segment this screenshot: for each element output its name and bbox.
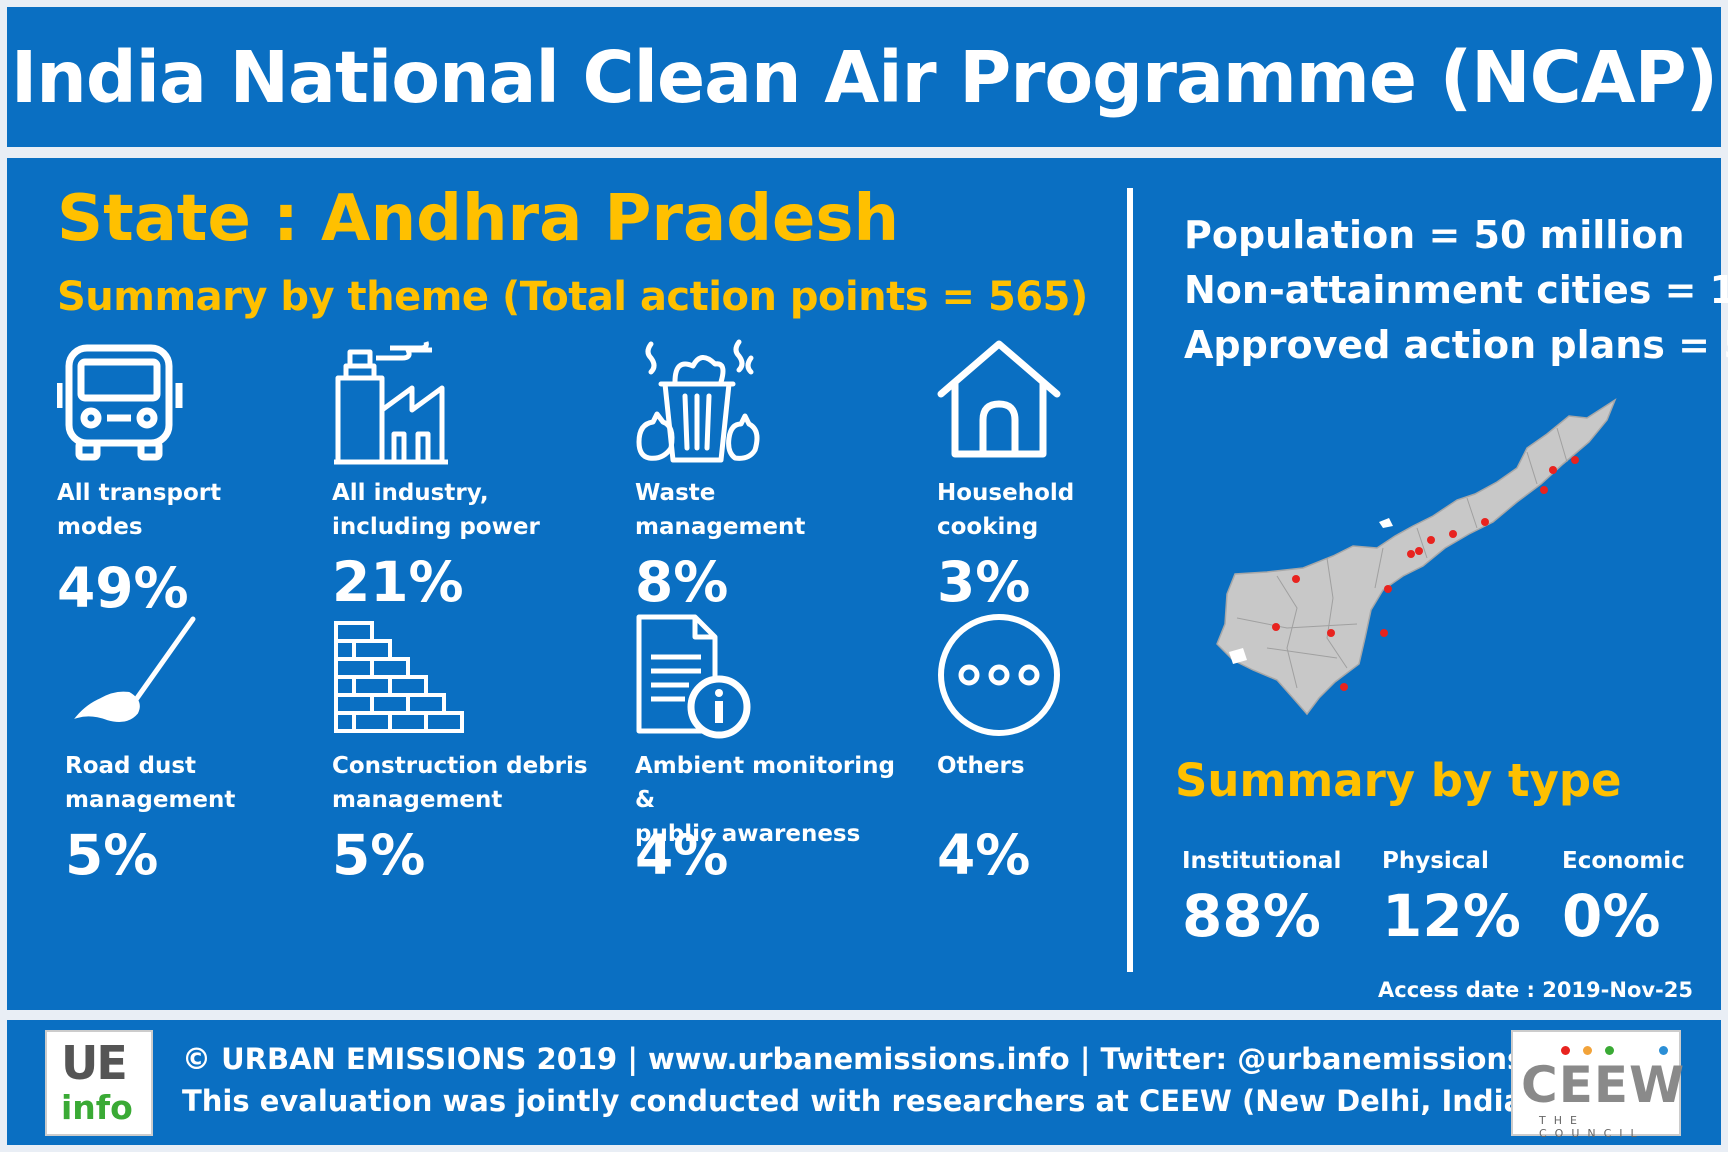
ceew-subtitle: THE COUNCIL <box>1539 1114 1645 1140</box>
theme-value: 4% <box>937 823 1031 887</box>
theme-summary-title: Summary by theme (Total action points = … <box>57 274 1088 320</box>
footer-bar: UE info © URBAN EMISSIONS 2019 | www.urb… <box>7 1020 1721 1145</box>
document-info-icon <box>636 614 751 739</box>
region-patch <box>1379 518 1393 528</box>
type-label: Physical <box>1382 848 1489 874</box>
factory-icon <box>334 341 448 465</box>
bus-icon <box>57 344 183 461</box>
region-patch <box>1229 648 1247 664</box>
type-summary-title: Summary by type <box>1175 754 1622 807</box>
theme-label: All industry, including power <box>332 480 540 540</box>
theme-label: Household cooking <box>937 480 1075 540</box>
theme-label: Waste management <box>635 480 806 540</box>
theme-value: 5% <box>65 823 159 887</box>
broom-icon <box>74 616 196 722</box>
logo-dot <box>1659 1046 1668 1055</box>
access-date: Access date : 2019-Nov-25 <box>1378 978 1693 1002</box>
brick-wall-icon <box>334 621 464 733</box>
city-marker <box>1292 575 1300 583</box>
logo-dot <box>1561 1046 1570 1055</box>
non-attainment-stat: Non-attainment cities = 13 <box>1184 268 1728 312</box>
theme-value: 5% <box>332 823 426 887</box>
main-panel: State : Andhra Pradesh Summary by theme … <box>7 158 1728 1010</box>
city-marker <box>1384 585 1392 593</box>
type-label: Economic <box>1562 848 1685 874</box>
city-marker <box>1549 466 1557 474</box>
more-dots-icon <box>938 614 1060 736</box>
city-marker <box>1481 518 1489 526</box>
logo-info-text: info <box>61 1088 133 1127</box>
vertical-divider <box>1127 188 1133 972</box>
city-marker <box>1272 623 1280 631</box>
approved-plans-stat: Approved action plans = 5 <box>1184 323 1728 367</box>
ceew-wordmark: CEEW <box>1521 1056 1686 1114</box>
city-marker <box>1415 547 1423 555</box>
andhra-pradesh-map <box>1216 398 1617 716</box>
theme-value: 8% <box>635 550 729 614</box>
type-value: 88% <box>1182 882 1321 950</box>
state-stats: Population = 50 million Non-attainment c… <box>1184 208 1728 373</box>
state-title: State : Andhra Pradesh <box>57 182 900 256</box>
city-marker <box>1571 456 1579 464</box>
theme-value: 4% <box>635 823 729 887</box>
house-icon <box>937 340 1061 458</box>
city-marker <box>1540 486 1548 494</box>
type-value: 12% <box>1382 882 1521 950</box>
title-bar: India National Clean Air Programme (NCAP… <box>7 7 1721 147</box>
theme-value: 49% <box>57 556 189 620</box>
page-title: India National Clean Air Programme (NCAP… <box>10 35 1718 119</box>
logo-dot <box>1583 1046 1592 1055</box>
urban-emissions-logo: UE info <box>45 1030 153 1136</box>
population-stat: Population = 50 million <box>1184 213 1685 257</box>
footer-line-2: This evaluation was jointly conducted wi… <box>182 1084 1537 1118</box>
footer-text: © URBAN EMISSIONS 2019 | www.urbanemissi… <box>182 1038 1537 1122</box>
theme-value: 21% <box>332 550 464 614</box>
logo-dot <box>1605 1046 1614 1055</box>
ceew-logo: CEEW THE COUNCIL <box>1511 1030 1684 1140</box>
type-institutional: Institutional 88% <box>1182 848 1341 950</box>
state-outline <box>1216 398 1617 716</box>
type-economic: Economic 0% <box>1562 848 1685 950</box>
trash-bin-icon <box>636 339 760 463</box>
type-label: Institutional <box>1182 848 1342 874</box>
type-physical: Physical 12% <box>1382 848 1521 950</box>
city-marker <box>1380 629 1388 637</box>
city-marker <box>1427 536 1435 544</box>
theme-label: Ambient monitoring & public awareness <box>635 753 895 847</box>
theme-value: 3% <box>937 550 1031 614</box>
logo-ue-text: UE <box>61 1036 128 1090</box>
city-marker <box>1327 629 1335 637</box>
theme-label: All transport modes <box>57 480 222 540</box>
city-marker <box>1407 550 1415 558</box>
theme-label: Construction debris management <box>332 753 588 813</box>
city-marker <box>1449 530 1457 538</box>
footer-line-1: © URBAN EMISSIONS 2019 | www.urbanemissi… <box>182 1042 1525 1076</box>
state-map <box>1207 398 1627 728</box>
theme-label: Others <box>937 753 1025 779</box>
theme-label: Road dust management <box>65 753 236 813</box>
city-marker <box>1340 683 1348 691</box>
type-value: 0% <box>1562 882 1661 950</box>
